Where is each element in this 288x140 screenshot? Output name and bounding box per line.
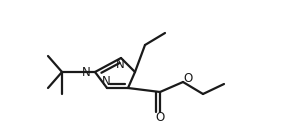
Text: N: N: [82, 66, 91, 79]
Text: O: O: [183, 72, 193, 85]
Text: N: N: [102, 75, 110, 88]
Text: O: O: [155, 111, 165, 124]
Text: N: N: [115, 58, 124, 71]
